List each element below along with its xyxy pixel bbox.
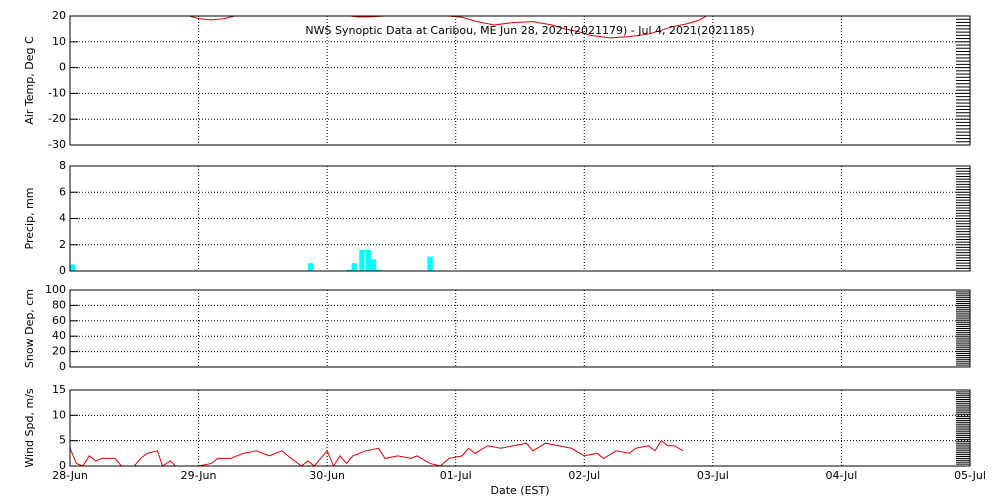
plot-border — [69, 15, 971, 146]
y-tick-label: 0 — [59, 459, 66, 472]
bar — [70, 264, 76, 271]
y-tick-label: 15 — [52, 383, 66, 396]
x-tick-label: 04-Jul — [825, 469, 857, 482]
y-tick-label: 8 — [59, 159, 66, 172]
data-line — [70, 439, 684, 466]
x-tick-label: 01-Jul — [440, 469, 472, 482]
y-tick-label: 2 — [59, 238, 66, 251]
plot-border — [69, 289, 971, 368]
y-tick-label: -20 — [48, 112, 66, 125]
y-tick-label: 40 — [52, 329, 66, 342]
y-tick-label: 4 — [59, 212, 66, 225]
bar — [359, 250, 365, 271]
x-tick-label: 29-Jun — [181, 469, 217, 482]
y-tick-label: 80 — [52, 298, 66, 311]
y-tick-label: -30 — [48, 138, 66, 151]
x-tick-label: 05-Jul — [954, 469, 986, 482]
y-tick-label: 60 — [52, 314, 66, 327]
bar — [370, 259, 377, 271]
x-tick-label: 03-Jul — [697, 469, 729, 482]
x-tick-label: 28-Jun — [52, 469, 88, 482]
bar — [376, 269, 382, 271]
plot-border — [69, 389, 971, 467]
y-tick-label: 10 — [52, 35, 66, 48]
y-axis-label: Precip, mm — [23, 188, 36, 250]
y-tick-label: 10 — [52, 408, 66, 421]
bar — [427, 256, 433, 271]
bar — [365, 250, 372, 271]
y-axis-label: Snow Dep, cm — [23, 289, 36, 368]
y-tick-label: -10 — [48, 86, 66, 99]
plot-border — [69, 165, 971, 272]
data-line — [447, 16, 707, 39]
plot-area — [70, 290, 970, 367]
y-tick-label: 0 — [59, 264, 66, 277]
x-axis-label: Date (EST) — [490, 484, 549, 497]
bar — [346, 269, 352, 271]
y-tick-label: 0 — [59, 360, 66, 373]
y-tick-label: 20 — [52, 9, 66, 22]
y-tick-label: 0 — [59, 61, 66, 74]
y-axis-label: Air Temp, Deg C — [23, 36, 36, 125]
x-tick-label: 30-Jun — [309, 469, 345, 482]
y-tick-label: 100 — [45, 283, 66, 296]
y-tick-label: 5 — [59, 434, 66, 447]
data-line — [189, 16, 235, 21]
y-tick-label: 20 — [52, 345, 66, 358]
chart-title: NWS Synoptic Data at Caribou, ME Jun 28,… — [305, 24, 754, 37]
plot-area — [70, 390, 970, 466]
bar — [307, 263, 314, 271]
plot-area — [70, 16, 970, 145]
y-tick-label: 6 — [59, 185, 66, 198]
bar — [351, 263, 357, 271]
x-tick-label: 02-Jul — [568, 469, 600, 482]
y-axis-label: Wind Spd, m/s — [23, 388, 36, 468]
